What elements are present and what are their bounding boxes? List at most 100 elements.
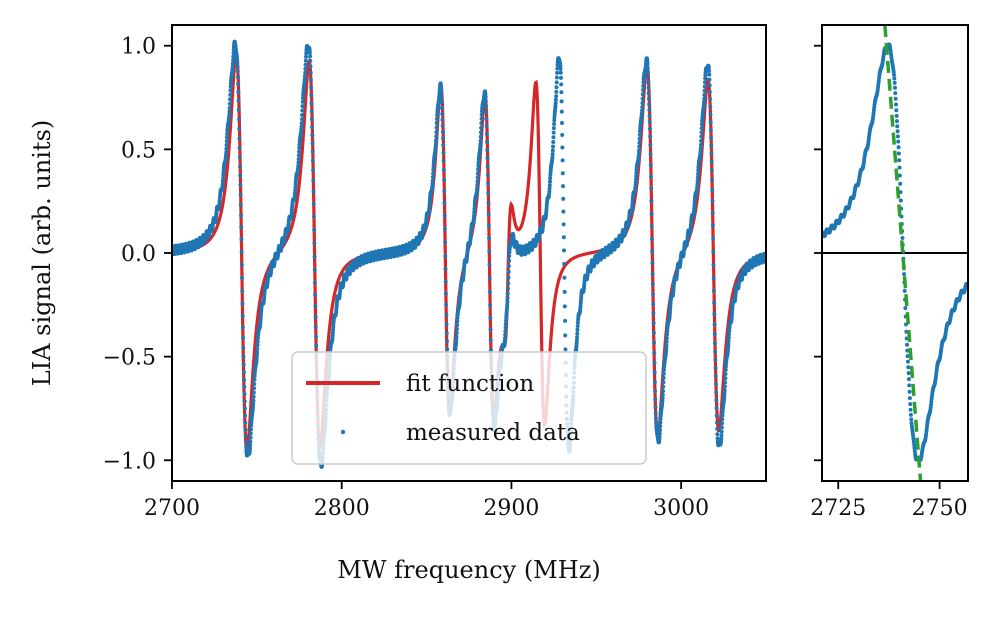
data-point: [434, 116, 439, 121]
data-point: [575, 324, 580, 329]
data-point: [708, 104, 713, 109]
data-point: [553, 97, 558, 102]
data-point: [719, 425, 724, 430]
data-point: [238, 202, 243, 207]
data-point: [696, 172, 701, 177]
data-point: [892, 76, 897, 81]
x-tick-label: 2725: [810, 496, 866, 521]
data-point: [907, 383, 912, 388]
data-point: [645, 59, 650, 64]
data-point: [895, 124, 900, 129]
data-point: [547, 189, 552, 194]
data-point: [313, 314, 318, 319]
data-point: [444, 339, 449, 344]
data-point: [444, 312, 449, 317]
data-point: [224, 139, 229, 144]
data-point: [242, 392, 247, 397]
data-point: [707, 68, 712, 73]
data-point: [575, 331, 580, 336]
data-point: [506, 275, 511, 280]
data-point: [439, 100, 444, 105]
data-point: [300, 99, 305, 104]
data-point: [310, 133, 315, 138]
data-point: [707, 83, 712, 88]
data-point: [220, 179, 225, 184]
data-point: [235, 64, 240, 69]
x-tick-label: 3000: [653, 496, 709, 521]
data-point: [227, 101, 232, 106]
data-point: [575, 320, 580, 325]
data-point: [701, 103, 706, 108]
data-point: [702, 84, 707, 89]
data-point: [458, 292, 463, 297]
data-point: [698, 146, 703, 151]
data-point: [442, 226, 447, 231]
data-point: [296, 157, 301, 162]
data-point: [441, 150, 446, 155]
data-point: [439, 95, 444, 100]
data-point: [907, 389, 912, 394]
data-point: [651, 321, 656, 326]
data-point: [906, 365, 911, 370]
data-point: [227, 105, 232, 110]
data-point: [304, 54, 309, 59]
data-point: [442, 188, 447, 193]
data-point: [554, 75, 559, 80]
data-point: [241, 370, 246, 375]
data-point: [240, 325, 245, 330]
data-point: [703, 76, 708, 81]
data-point: [660, 392, 665, 397]
data-point: [431, 164, 436, 169]
data-point: [664, 343, 669, 348]
data-point: [444, 322, 449, 327]
data-point: [444, 331, 449, 336]
data-point: [440, 117, 445, 122]
zoom-plot-area: [822, 25, 968, 481]
data-point: [646, 96, 651, 101]
data-point: [483, 91, 488, 96]
data-point: [710, 223, 715, 228]
data-point: [709, 135, 714, 140]
data-point: [657, 434, 662, 439]
data-point: [478, 134, 483, 139]
data-point: [711, 249, 716, 254]
data-point: [309, 101, 314, 106]
data-point: [720, 421, 725, 426]
data-point: [649, 211, 654, 216]
data-point: [475, 175, 480, 180]
data-point: [722, 384, 727, 389]
data-point: [485, 147, 490, 152]
data-point: [559, 82, 564, 87]
data-point: [727, 332, 731, 337]
data-point: [653, 411, 658, 416]
data-point: [908, 412, 913, 417]
main-ticks: 2700 2800 2900 3000 1.0 0.5 0.0 −0.5 −1.0: [103, 35, 710, 521]
data-point: [907, 396, 912, 401]
data-point: [485, 139, 490, 144]
data-point: [242, 384, 247, 389]
data-point: [562, 289, 567, 294]
data-point: [313, 304, 318, 309]
data-point: [892, 72, 897, 77]
data-point: [651, 311, 656, 316]
data-point: [702, 92, 707, 97]
data-point: [483, 94, 488, 99]
data-point: [503, 325, 508, 330]
data-point: [487, 262, 492, 267]
data-point: [912, 442, 917, 447]
data-point: [440, 106, 445, 111]
data-point: [310, 158, 315, 163]
data-point: [712, 322, 717, 327]
data-point: [715, 432, 720, 437]
data-point: [699, 122, 704, 127]
data-point: [478, 138, 483, 143]
data-point: [640, 101, 645, 106]
data-point: [311, 201, 316, 206]
data-point: [299, 121, 304, 126]
data-point: [562, 248, 567, 253]
data-point: [312, 280, 317, 285]
data-point: [660, 396, 665, 401]
data-point: [258, 315, 263, 320]
data-point: [431, 167, 436, 172]
data-point: [221, 176, 226, 181]
